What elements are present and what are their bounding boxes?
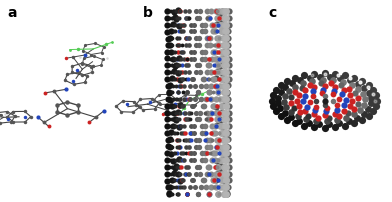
- Text: a: a: [8, 6, 17, 20]
- Text: c: c: [269, 6, 277, 20]
- Text: b: b: [143, 6, 153, 20]
